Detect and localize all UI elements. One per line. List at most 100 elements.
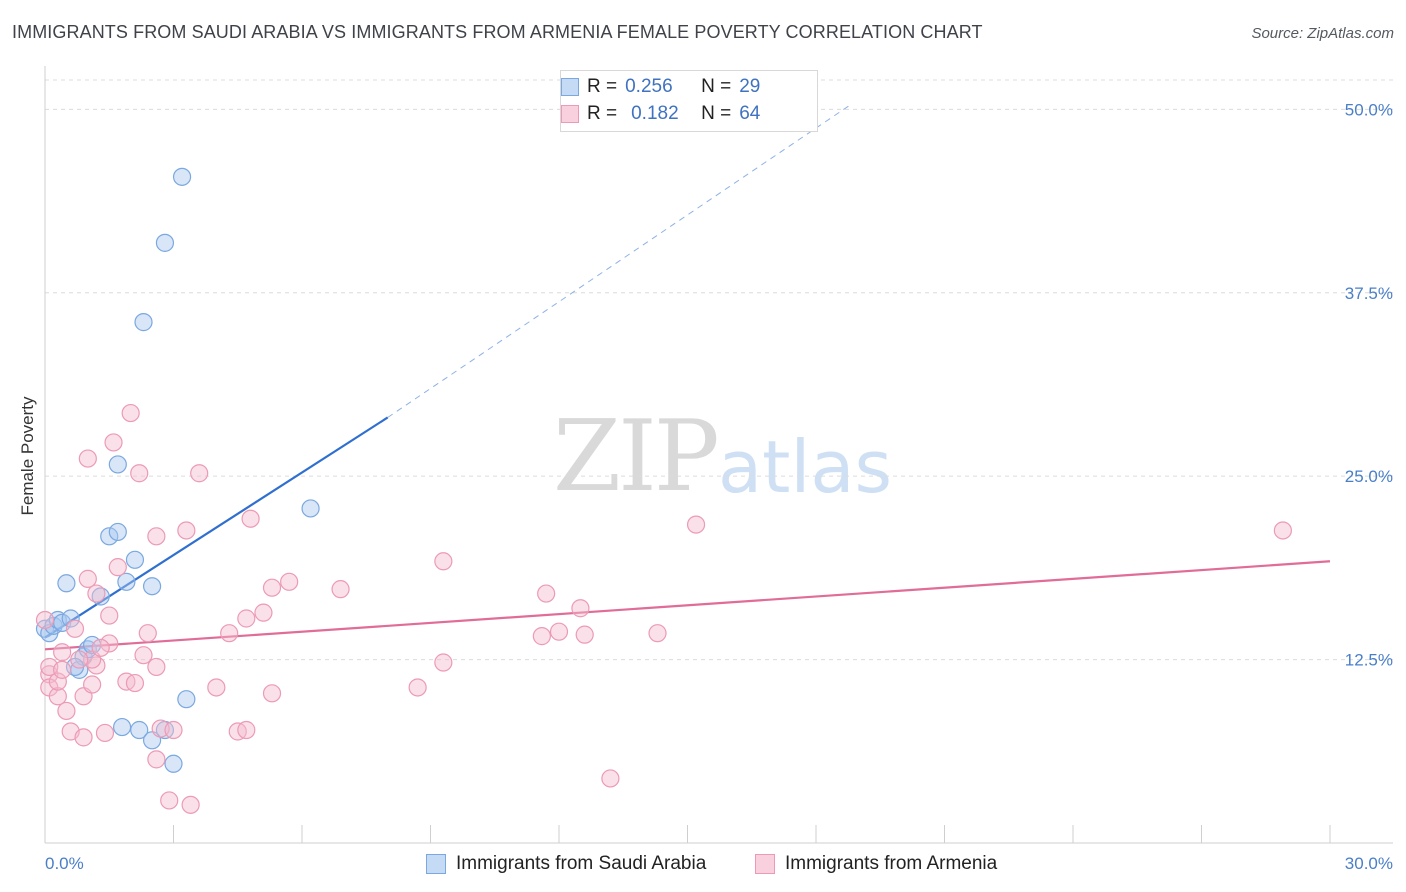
armenia-point [108, 558, 127, 577]
legend-swatch-pink [561, 105, 579, 123]
saudi-arabia-point [172, 167, 192, 186]
armenia-point [87, 584, 106, 603]
saudi-arabia-point [117, 572, 136, 591]
labels-layer: 12.5% 25.0% 37.5% 50.0% 0.0% 30.0% [45, 100, 1393, 873]
trend-layer [44, 104, 1331, 651]
saudi-arabia-point [164, 754, 183, 773]
bottom-swatch-pink [755, 854, 775, 874]
saudi-arabia-point [100, 527, 119, 546]
armenia-point [220, 624, 239, 643]
saudi-arabia-point [108, 522, 127, 542]
armenia-point [549, 622, 569, 641]
x-tick-label: 0.0% [45, 854, 84, 873]
watermark-atlas: atlas [718, 425, 892, 509]
armenia-point [177, 521, 196, 540]
armenia-point [100, 606, 119, 625]
armenia-point [601, 769, 620, 788]
bottom-legend-armenia: Immigrants from Armenia [755, 852, 997, 876]
armenia-point [331, 580, 350, 599]
legend-swatch-blue [561, 78, 579, 96]
armenia-point [48, 672, 67, 691]
armenia-point [164, 720, 183, 740]
armenia-point [190, 464, 209, 483]
saudi-arabia-trendline-extension [387, 104, 851, 418]
armenia-point [83, 675, 102, 694]
armenia-point [262, 578, 282, 597]
armenia-point [241, 509, 260, 528]
bottom-legend-label: Immigrants from Armenia [785, 853, 998, 874]
armenia-point [65, 619, 85, 638]
saudi-arabia-point [177, 690, 196, 709]
y-tick-label: 50.0% [1345, 100, 1393, 119]
armenia-point [1273, 521, 1292, 540]
watermark-zip: ZIP [553, 400, 720, 514]
armenia-point [147, 527, 166, 546]
bottom-legend-label: Immigrants from Saudi Arabia [456, 853, 707, 874]
armenia-point [121, 403, 140, 423]
bottom-legend-saudi-arabia: Immigrants from Saudi Arabia [426, 852, 706, 876]
legend-n-label: N = [701, 76, 732, 97]
armenia-point [35, 610, 55, 630]
armenia-point [575, 625, 594, 644]
saudi-arabia-point [61, 609, 80, 628]
armenia-point [147, 657, 166, 677]
legend-r-value: 0.256 [625, 76, 673, 97]
saudi-arabia-point [57, 574, 76, 593]
armenia-point [434, 552, 453, 571]
armenia-point [53, 660, 72, 679]
y-tick-label: 25.0% [1345, 467, 1393, 486]
saudi-arabia-point [130, 720, 149, 740]
y-tick-label: 37.5% [1345, 284, 1393, 303]
armenia-point [104, 433, 123, 452]
saudi-arabia-trendline [44, 416, 389, 639]
legend-r-label: R = [587, 76, 618, 97]
legend-n-value: 64 [739, 103, 761, 124]
armenia-point [78, 449, 97, 468]
legend-row-saudi-arabia: R = 0.256 N = 29 [561, 75, 761, 99]
armenia-point [70, 650, 89, 669]
legend-n-label: N = [701, 103, 732, 124]
armenia-point [181, 795, 200, 814]
armenia-point [434, 653, 453, 672]
armenia-point [57, 701, 76, 721]
armenia-point [237, 720, 256, 740]
armenia-point [78, 569, 97, 588]
armenia-point [91, 638, 110, 657]
armenia-point [262, 684, 282, 703]
armenia-point [648, 624, 667, 643]
legend-n-value: 29 [739, 76, 761, 97]
saudi-arabia-point [125, 550, 145, 569]
legend-r-label: R = [587, 103, 618, 124]
armenia-trendline [44, 560, 1331, 651]
bottom-swatch-blue [426, 854, 446, 874]
saudi-arabia-point [134, 313, 153, 332]
armenia-point [207, 678, 226, 697]
saudi-arabia-point [108, 455, 127, 474]
armenia-point [147, 750, 166, 769]
armenia-point [280, 572, 299, 591]
armenia-point [138, 624, 157, 643]
stats-legend: R = 0.256 N = 29 R = 0.182 N = 64 [560, 70, 818, 132]
armenia-point [125, 673, 145, 693]
armenia-point [408, 678, 427, 697]
points-layer [35, 167, 1292, 814]
chart-title: IMMIGRANTS FROM SAUDI ARABIA VS IMMIGRAN… [12, 22, 983, 42]
armenia-point [100, 634, 119, 653]
legend-row-armenia: R = 0.182 N = 64 [561, 102, 761, 126]
armenia-point [130, 464, 149, 483]
x-tick-label: 30.0% [1345, 854, 1393, 873]
armenia-point [160, 791, 179, 810]
source-label: Source: ZipAtlas.com [1251, 25, 1394, 42]
y-tick-label: 12.5% [1345, 651, 1393, 670]
armenia-point [254, 603, 273, 622]
armenia-point [134, 646, 153, 665]
armenia-point [48, 687, 67, 706]
axis-layer [44, 66, 1393, 844]
armenia-point [53, 643, 72, 662]
saudi-arabia-point [301, 499, 320, 518]
armenia-point [537, 584, 556, 603]
saudi-arabia-point [155, 233, 175, 252]
armenia-point [532, 627, 551, 646]
armenia-point [74, 728, 93, 747]
